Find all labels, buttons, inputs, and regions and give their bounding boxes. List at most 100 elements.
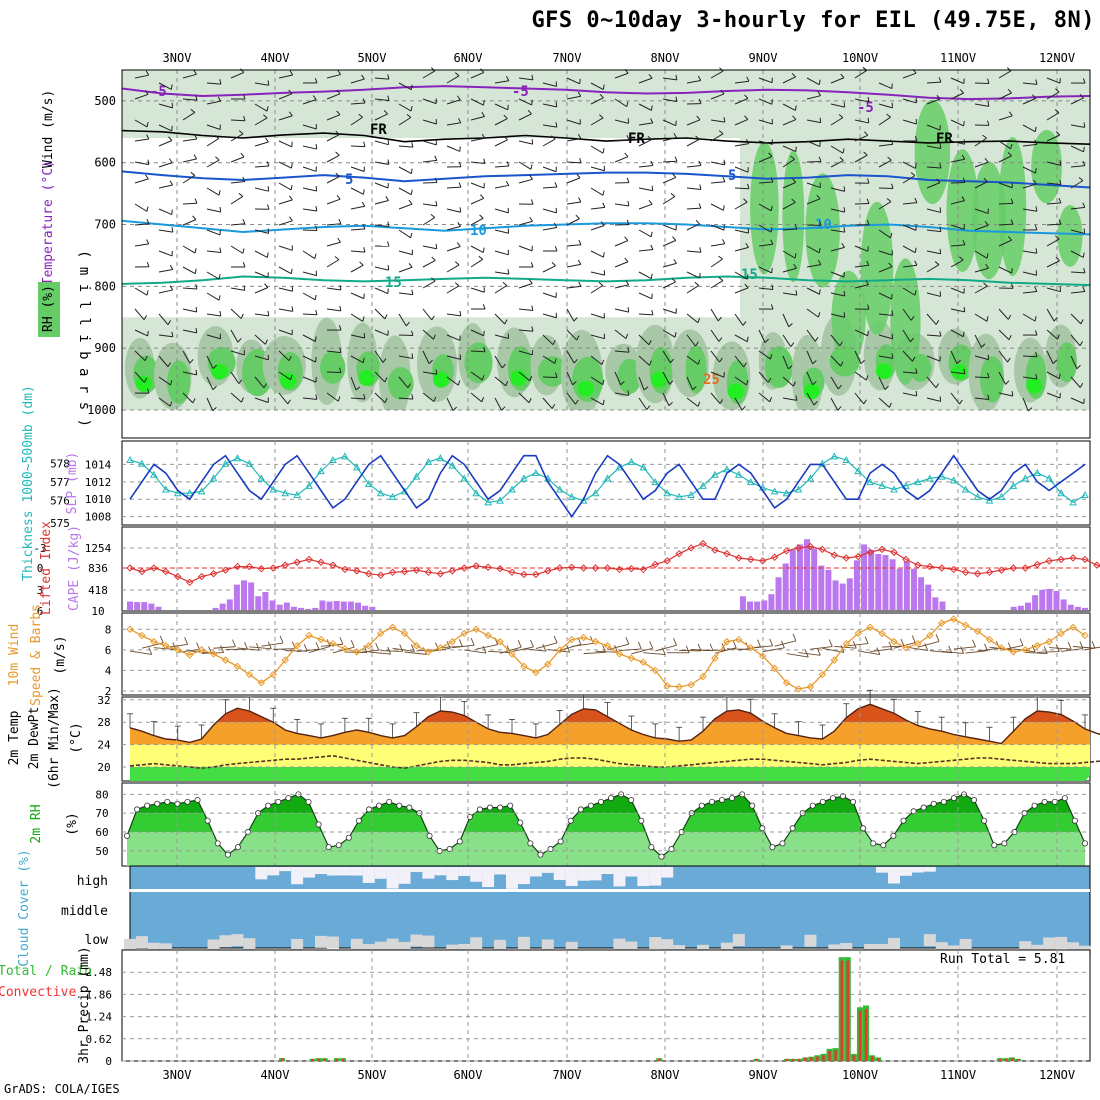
cloud-high-cell <box>649 867 662 886</box>
isotherm-5 <box>121 170 1091 189</box>
wind-barb <box>590 166 605 172</box>
wind-barb <box>158 184 173 189</box>
cloud-low-cell <box>315 935 327 948</box>
wind-barb <box>878 355 893 359</box>
wind-barb <box>254 397 269 404</box>
lifted-index-point <box>174 572 182 581</box>
wind-barb-10m <box>810 646 833 650</box>
cape-bar <box>1017 605 1024 610</box>
cloud-high-cell <box>637 867 650 887</box>
wind-speed-line <box>129 618 1086 690</box>
wind-barb-10m <box>834 645 857 649</box>
cape-bar <box>939 601 946 610</box>
wind-barb <box>878 116 891 126</box>
wind-barb <box>518 178 533 184</box>
wind-barb <box>1046 350 1054 364</box>
wind-barb-flag <box>408 199 413 205</box>
wind-barb <box>590 97 604 105</box>
wind-speed-point <box>890 637 898 646</box>
wind-barb <box>854 371 867 381</box>
wind-barb-flag <box>554 246 558 252</box>
day-label-bottom: 6NOV <box>454 1068 483 1082</box>
wind-barb-flag <box>405 321 410 327</box>
wind-barb-flag <box>386 241 390 247</box>
lifted-index-point <box>830 551 839 559</box>
wind-barb <box>278 371 291 381</box>
wind-barb <box>278 266 292 275</box>
wind-speed-point <box>544 660 552 668</box>
wind-barb <box>926 313 937 325</box>
wind-barb-10m-flag <box>458 639 463 647</box>
wind-barb-flag <box>242 176 246 182</box>
wind-barb <box>926 376 937 389</box>
wind-barb <box>782 145 797 153</box>
wind-barb <box>278 220 293 226</box>
wind-barb-flag <box>457 221 461 227</box>
wind-barb-flag <box>598 281 604 286</box>
wind-barb-flag <box>384 377 388 383</box>
wind-barb-flag <box>575 214 580 219</box>
wind-barb-flag <box>791 72 796 78</box>
wind-speed-point <box>579 633 588 642</box>
wind-barb <box>350 334 365 339</box>
wind-barb <box>830 376 839 390</box>
rh-point <box>476 806 483 813</box>
thickness-point <box>973 492 982 500</box>
wind-barb-flag <box>579 157 582 164</box>
wind-barb-flag <box>863 151 868 156</box>
rh-point <box>396 802 403 809</box>
wind-barb <box>782 376 794 387</box>
cloud-low-cell <box>649 937 662 950</box>
rh-point <box>900 817 907 824</box>
wind-barb <box>950 329 964 338</box>
wind-barb <box>206 138 220 147</box>
wind-barb <box>878 397 890 408</box>
contour-label: 25 <box>703 372 720 388</box>
wind-barb <box>542 208 557 214</box>
wind-barb-10m-flag <box>948 645 953 653</box>
wind-barb <box>374 224 389 228</box>
wind-barb-flag <box>791 198 796 203</box>
wind-speed-point <box>556 646 564 654</box>
wind-barb <box>254 334 266 345</box>
wind-barb-10m-flag <box>769 638 774 647</box>
wind-barb-10m-flag <box>1007 642 1012 650</box>
lifted-index-point <box>1045 557 1053 565</box>
cape-bar <box>761 600 768 610</box>
thickness-point <box>293 491 301 499</box>
day-label-top: 6NOV <box>454 51 483 65</box>
wind-barb <box>1070 355 1078 369</box>
wind-speed-point <box>854 629 862 638</box>
wind-barb-flag <box>410 232 413 238</box>
wind-speed-point <box>949 615 958 623</box>
wind-barb-flag <box>169 180 174 186</box>
wind-barb <box>1070 165 1085 168</box>
wind-speed-point <box>185 651 194 659</box>
wind-barb-flag <box>770 227 773 233</box>
wind-barb <box>878 229 891 239</box>
wind-barb-flag <box>1035 373 1038 380</box>
wind-barb <box>638 229 652 238</box>
wind-barb <box>350 292 365 300</box>
wind-barb-flag <box>147 159 150 165</box>
cloud-high-cell <box>279 867 292 872</box>
day-label-bottom: 12NOV <box>1039 1068 1075 1082</box>
thickness-point <box>448 461 457 469</box>
cloud-low-cell <box>1055 936 1068 949</box>
wind-speed-point <box>162 642 170 650</box>
wind-barb-flag <box>530 199 534 205</box>
wind-barb-flag <box>650 105 653 111</box>
wind-barb <box>206 292 220 301</box>
wind-barb <box>950 158 965 163</box>
wind-barb <box>878 103 893 109</box>
cape-tick: 418 <box>88 584 108 597</box>
rh-point <box>940 798 947 805</box>
wind-barb-flag <box>987 101 990 107</box>
wind-barb-flag <box>1079 341 1084 346</box>
wind-barb <box>734 287 749 294</box>
cape-bar <box>340 601 347 610</box>
wind-barb <box>302 187 317 192</box>
wind-barb <box>830 355 842 367</box>
lifted-tick: -3 <box>33 542 46 555</box>
wind-barb-10m-flag <box>148 647 153 655</box>
